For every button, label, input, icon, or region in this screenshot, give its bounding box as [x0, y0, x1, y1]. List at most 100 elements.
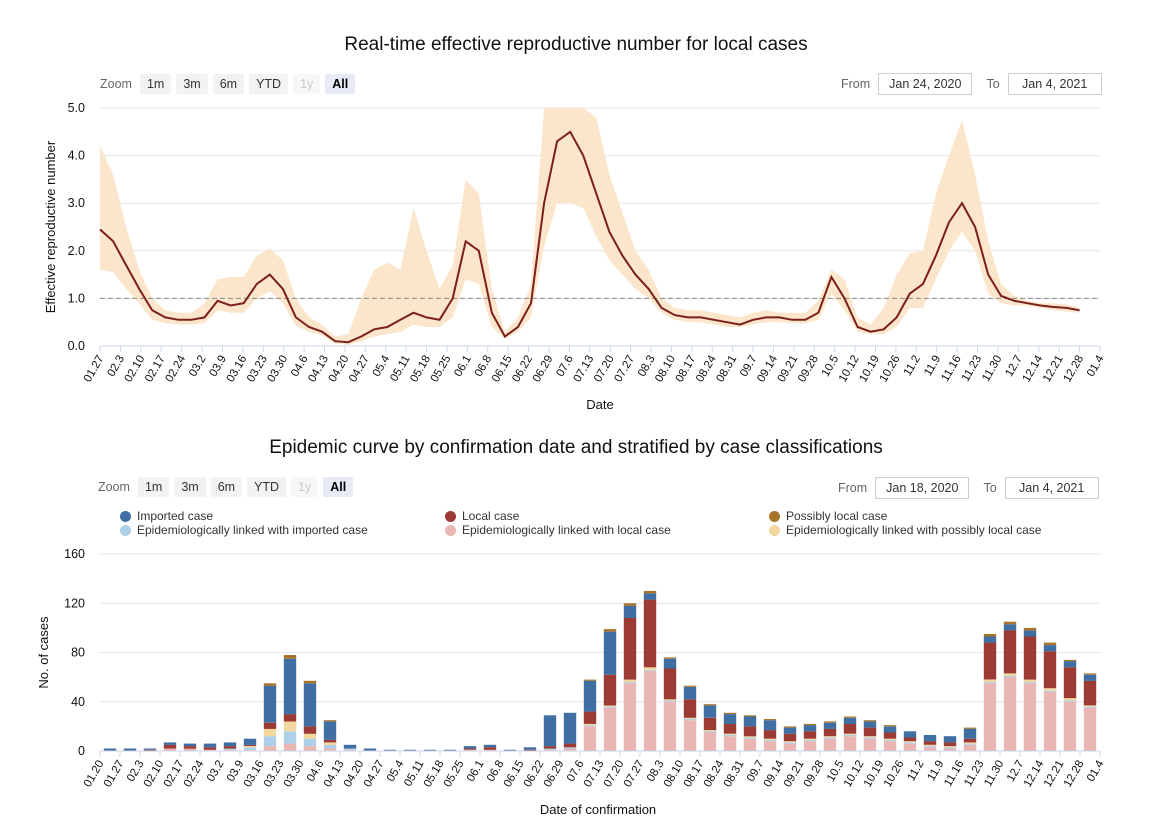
bar-segment [823, 721, 837, 723]
bar-segment [963, 744, 977, 751]
epi-x-tick-label: 07.27 [622, 759, 647, 790]
bar-segment [623, 683, 637, 751]
epi-zoom-1m-button[interactable]: 1m [137, 477, 170, 497]
bar-segment [863, 721, 877, 728]
bar-segment [283, 743, 297, 751]
bar-segment [843, 735, 857, 737]
bar-segment [923, 741, 937, 745]
bar-segment [683, 720, 697, 751]
bar-segment [403, 749, 417, 751]
rt-x-tick-label: 02.24 [163, 353, 188, 384]
bar-segment [483, 744, 497, 748]
rt-from-label: From [841, 77, 871, 91]
bar-segment [163, 742, 177, 745]
rt-zoom-ytd-button[interactable]: YTD [249, 74, 289, 94]
rt-zoom-3m-button[interactable]: 3m [176, 74, 208, 94]
bar-segment [603, 631, 617, 675]
epi-zoom-3m-button[interactable]: 3m [174, 477, 206, 497]
bar-segment [1063, 701, 1077, 752]
bar-segment [743, 715, 757, 717]
bar-segment [303, 738, 317, 747]
bar-segment [743, 726, 757, 737]
bar-segment [1063, 700, 1077, 702]
bar-segment [963, 742, 977, 744]
legend-item-imported-case[interactable]: Imported case [120, 509, 213, 523]
legend-item-linked-possibly-local[interactable]: Epidemiologically linked with possibly l… [769, 523, 1041, 537]
rt-x-tick-label: 03.30 [265, 354, 290, 385]
epi-from-date-input[interactable]: Jan 18, 2020 [875, 477, 970, 499]
bar-segment [723, 736, 737, 751]
bar-segment [663, 700, 677, 702]
bar-segment [763, 738, 777, 740]
bar-segment [1003, 677, 1017, 751]
epi-to-date-input[interactable]: Jan 4, 2021 [1004, 477, 1099, 499]
rt-zoom-6m-button[interactable]: 6m [212, 74, 245, 94]
rt-zoom-1m-button[interactable]: 1m [139, 74, 172, 94]
legend-label: Possibly local case [786, 509, 888, 523]
bar-segment [823, 738, 837, 751]
bar-segment [663, 701, 677, 752]
rt-chart-title: Real-time effective reproductive number … [344, 34, 808, 55]
bar-segment [743, 736, 757, 738]
bar-segment [623, 682, 637, 684]
bar-segment [303, 746, 317, 751]
epi-x-axis-label: Date of confirmation [540, 802, 656, 817]
legend-marker-icon [445, 524, 456, 536]
bar-segment [1083, 705, 1097, 707]
bar-segment [283, 714, 297, 722]
bar-segment [823, 736, 837, 738]
rt-zoom-all-button[interactable]: All [325, 74, 356, 94]
rt-to-date-input[interactable]: Jan 4, 2021 [1007, 73, 1102, 95]
rt-x-tick-label: 11.16 [939, 354, 963, 384]
rt-x-tick-label: 10.26 [878, 354, 903, 385]
legend-item-local-case[interactable]: Local case [445, 509, 519, 523]
bar-segment [863, 737, 877, 739]
legend-label: Epidemiologically linked with imported c… [137, 523, 368, 537]
bar-segment [883, 741, 897, 751]
bar-segment [1043, 691, 1057, 751]
bar-segment [463, 748, 477, 750]
legend-item-linked-imported[interactable]: Epidemiologically linked with imported c… [120, 523, 368, 537]
bar-segment [343, 748, 357, 750]
rt-to-label: To [986, 77, 1000, 91]
legend-label: Epidemiologically linked with possibly l… [786, 523, 1042, 537]
bar-segment [243, 744, 257, 746]
bar-segment [943, 747, 957, 749]
bar-segment [623, 605, 637, 618]
bar-segment [143, 749, 157, 751]
bar-segment [563, 747, 577, 749]
bar-segment [763, 739, 777, 742]
bar-segment [703, 705, 717, 718]
bar-segment [703, 730, 717, 732]
bar-segment [243, 746, 257, 748]
epi-range-selector: From Jan 18, 2020 To Jan 4, 2021 [838, 477, 1099, 499]
rt-x-tick-label: 06.29 [531, 354, 556, 385]
epi-x-tick-label: 02.24 [182, 758, 207, 789]
rt-chart-plot: 0.0 1.0 2.0 3.0 4.0 5.0 01.2702.302.1002.1702… [43, 101, 1107, 412]
epi-chart-title: Epidemic curve by confirmation date and … [269, 437, 883, 458]
rt-x-tick-label: 03.2 [187, 354, 209, 379]
bar-segment [463, 746, 477, 749]
epi-zoom-ytd-button[interactable]: YTD [247, 477, 287, 497]
epi-zoom-bar: Zoom 1m 3m 6m YTD 1y All [98, 477, 354, 497]
bar-segment [723, 735, 737, 737]
legend-label: Imported case [137, 509, 214, 523]
bar-segment [583, 725, 597, 727]
rt-y-tick-label: 5.0 [68, 101, 85, 115]
rt-from-date-input[interactable]: Jan 24, 2020 [878, 73, 973, 95]
rt-y-tick-label: 0.0 [68, 339, 85, 353]
bar-segment [1083, 707, 1097, 751]
epi-y-tick-labels: 0 40 80 120 160 [64, 547, 85, 758]
epi-zoom-all-button[interactable]: All [323, 477, 354, 497]
epi-y-tick-label: 40 [71, 695, 85, 709]
rt-x-tick-label: 09.28 [796, 354, 821, 385]
epi-zoom-6m-button[interactable]: 6m [210, 477, 243, 497]
rt-y-tick-label: 4.0 [68, 149, 85, 163]
bar-segment [463, 749, 477, 751]
legend-item-linked-local[interactable]: Epidemiologically linked with local case [445, 523, 671, 537]
bar-segment [1063, 661, 1077, 668]
legend-item-possibly-local-case[interactable]: Possibly local case [769, 509, 887, 523]
bar-segment [543, 749, 557, 751]
bar-segment [943, 736, 957, 743]
epi-chart-panel: Epidemic curve by confirmation date and … [0, 420, 1152, 823]
